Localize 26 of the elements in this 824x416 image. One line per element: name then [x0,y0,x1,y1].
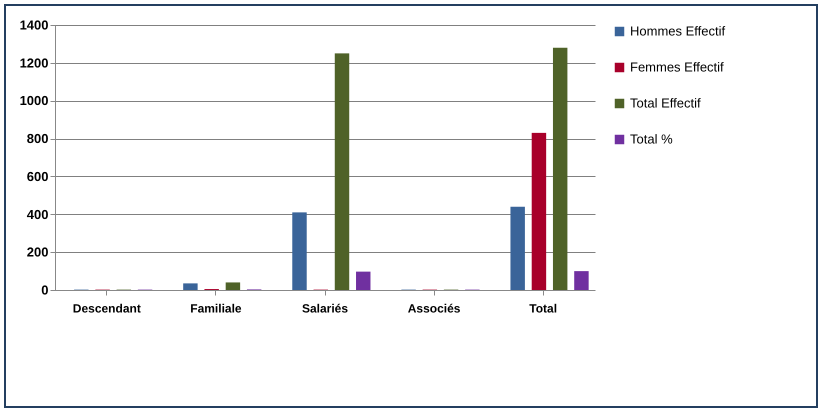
x-tick-label: Salariés [302,302,348,316]
bar [532,132,546,290]
y-tick-label: 1400 [20,18,48,32]
bar [356,272,370,290]
bar [183,283,198,290]
bar [292,212,307,290]
y-tick-label: 1000 [20,93,48,108]
y-tick-label: 200 [26,244,48,260]
legend-label: Femmes Effectif [630,60,724,74]
bar [574,271,589,290]
y-tick-label: 0 [41,282,48,298]
y-tick-label: 1200 [20,55,48,70]
y-tick-label: 600 [26,168,48,184]
bar [226,282,240,290]
x-tick-label: Familiale [190,302,242,316]
x-tick-label: Total [529,302,558,316]
legend-label: Total Effectif [630,96,701,110]
bar [334,53,350,290]
legend-label: Total % [630,132,674,146]
x-tick-label: Descendant [72,302,141,316]
legend-label: Hommes Effectif [630,24,726,38]
y-tick-label: 400 [26,206,48,222]
x-tick-label: Associés [408,302,461,316]
bar [510,206,525,290]
y-tick-label: 800 [26,131,48,146]
bar [552,48,568,290]
